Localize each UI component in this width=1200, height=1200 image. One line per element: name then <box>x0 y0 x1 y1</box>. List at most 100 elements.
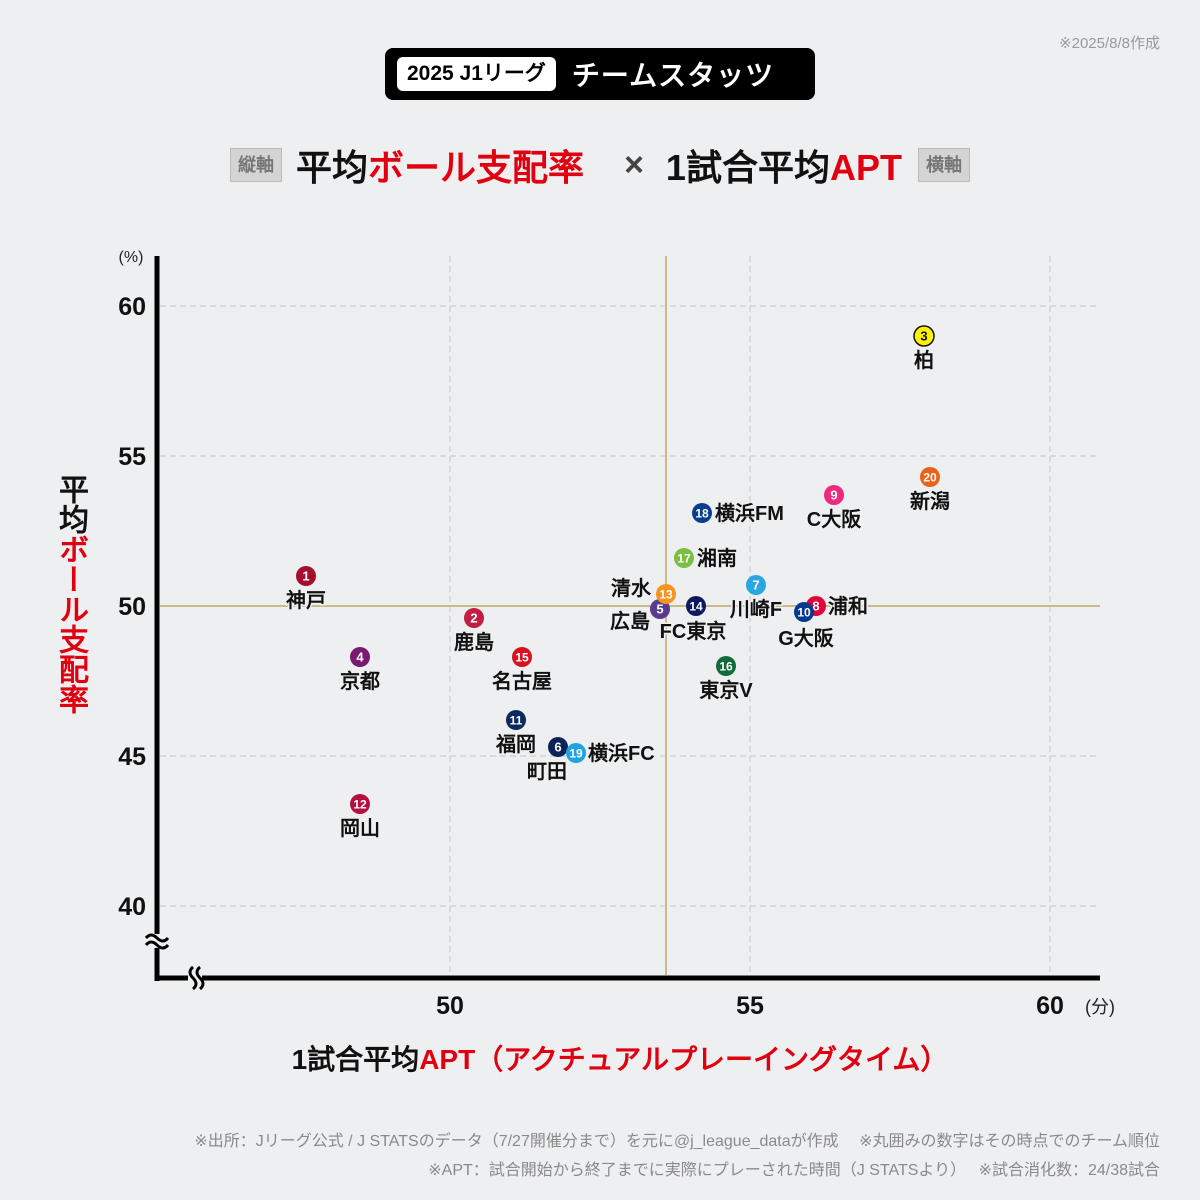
rank-marker <box>506 710 526 730</box>
team-label: 川崎F <box>729 597 782 621</box>
rank-marker <box>674 548 694 568</box>
rank-number: 14 <box>689 600 703 614</box>
data-point: 3 <box>913 325 935 347</box>
team-label: 湘南 <box>697 546 737 570</box>
data-point: 12 <box>350 794 370 814</box>
y-tick-label: 45 <box>118 743 146 771</box>
rank-marker <box>656 584 676 604</box>
horizontal-metric: 1試合平均APT <box>666 139 902 191</box>
data-point: 16 <box>716 656 736 676</box>
rank-number: 10 <box>797 606 811 620</box>
team-label: 鹿島 <box>454 630 494 654</box>
data-point: 9 <box>824 485 844 505</box>
x-unit-label: (分) <box>1085 997 1115 1017</box>
y-axis-title: 平均ボール支配率 <box>48 474 92 714</box>
data-point: 11 <box>506 710 526 730</box>
rank-number: 17 <box>677 552 691 566</box>
rank-number: 5 <box>656 602 663 617</box>
team-label: 町田 <box>527 761 567 783</box>
data-point: 4 <box>350 647 370 667</box>
horizontal-metric-prefix: 1試合平均 <box>665 147 830 188</box>
vertical-axis-tag: 縦軸 <box>230 148 283 182</box>
team-label: G大阪 <box>778 626 835 650</box>
rank-marker <box>464 608 484 628</box>
team-label: 福岡 <box>495 733 536 756</box>
axes <box>144 256 1100 991</box>
rank-number: 1 <box>302 569 309 584</box>
rank-marker <box>350 794 370 814</box>
x-axis-title-prefix: 1試合平均 <box>291 1044 420 1075</box>
y-axis-title-prefix: 平均 <box>54 474 87 534</box>
rank-number: 2 <box>470 611 477 626</box>
rank-number: 7 <box>752 578 759 593</box>
rank-marker <box>296 566 316 586</box>
creation-date-note: ※2025/8/8作成 <box>1059 35 1160 52</box>
rank-number: 16 <box>719 660 733 674</box>
y-unit-label: (%) <box>119 249 144 266</box>
chart-subtitle: 縦軸 平均ボール支配率 × 1試合平均APT 横軸 <box>0 140 1200 190</box>
data-point: 14 <box>686 596 706 616</box>
y-tick-label: 40 <box>118 893 146 921</box>
vertical-metric: 平均ボール支配率 <box>296 139 584 191</box>
team-label: 清水 <box>611 576 652 600</box>
team-label: 広島 <box>610 609 650 633</box>
data-point: 15 <box>512 647 532 667</box>
data-point: 18 <box>692 503 712 523</box>
source-note: ※出所：Jリーグ公式 / J STATSのデータ（7/27開催分まで）を元に@j… <box>194 1133 1160 1150</box>
vertical-metric-name: ボール支配率 <box>368 147 585 188</box>
rank-number: 8 <box>812 599 819 614</box>
x-axis-title: 1試合平均APT（アクチュアルプレーイングタイム） <box>0 1038 1200 1078</box>
data-point: 10 <box>794 602 814 622</box>
grid-lines <box>160 256 1100 975</box>
rank-marker <box>350 647 370 667</box>
vertical-metric-prefix: 平均 <box>296 147 369 188</box>
x-axis-break-icon <box>188 965 205 991</box>
horizontal-axis-tag: 横軸 <box>917 148 970 182</box>
data-point: 7 <box>746 575 766 595</box>
data-point: 2 <box>464 608 484 628</box>
times-icon: × <box>624 145 644 184</box>
rank-number: 18 <box>695 507 709 521</box>
rank-marker <box>566 743 586 763</box>
rank-marker <box>913 325 935 347</box>
page-title: チームスタッツ <box>571 60 775 91</box>
x-tick-label: 60 <box>1036 992 1064 1020</box>
x-axis-title-metric: APT（アクチュアルプレーイングタイム） <box>419 1044 949 1075</box>
team-label: 京都 <box>340 669 380 693</box>
y-axis-title-metric: ボール支配率 <box>54 534 87 714</box>
rank-number: 9 <box>830 488 837 503</box>
rank-marker <box>794 602 814 622</box>
rank-marker <box>512 647 532 667</box>
rank-marker <box>824 485 844 505</box>
rank-marker <box>548 737 568 757</box>
rank-number: 20 <box>923 471 937 485</box>
rank-marker <box>716 656 736 676</box>
rank-marker <box>650 599 670 619</box>
team-label: 岡山 <box>340 817 380 840</box>
team-label: 横浜FM <box>715 501 784 525</box>
title-banner: 2025 J1リーグ チームスタッツ <box>385 48 815 100</box>
team-label: 浦和 <box>828 594 868 618</box>
rank-number: 6 <box>554 740 561 755</box>
y-tick-label: 55 <box>118 443 146 471</box>
team-label: 名古屋 <box>492 669 552 693</box>
rank-marker <box>920 467 940 487</box>
y-tick-label: 50 <box>118 593 146 621</box>
data-point: 17 <box>674 548 694 568</box>
team-label: 東京V <box>699 678 753 702</box>
rank-marker <box>692 503 712 523</box>
apt-definition-note: ※APT：試合開始から終了までに実際にプレーされた時間（J STATSより） ※… <box>428 1162 1160 1179</box>
horizontal-metric-name: APT <box>829 147 902 188</box>
data-point: 1 <box>296 566 316 586</box>
team-label: 柏 <box>914 348 934 372</box>
data-point: 5 <box>650 599 670 619</box>
team-label: 横浜FC <box>588 741 655 765</box>
team-label: 新潟 <box>910 489 950 513</box>
rank-number: 19 <box>569 747 583 761</box>
rank-number: 13 <box>659 588 673 602</box>
data-point: 19 <box>566 743 586 763</box>
